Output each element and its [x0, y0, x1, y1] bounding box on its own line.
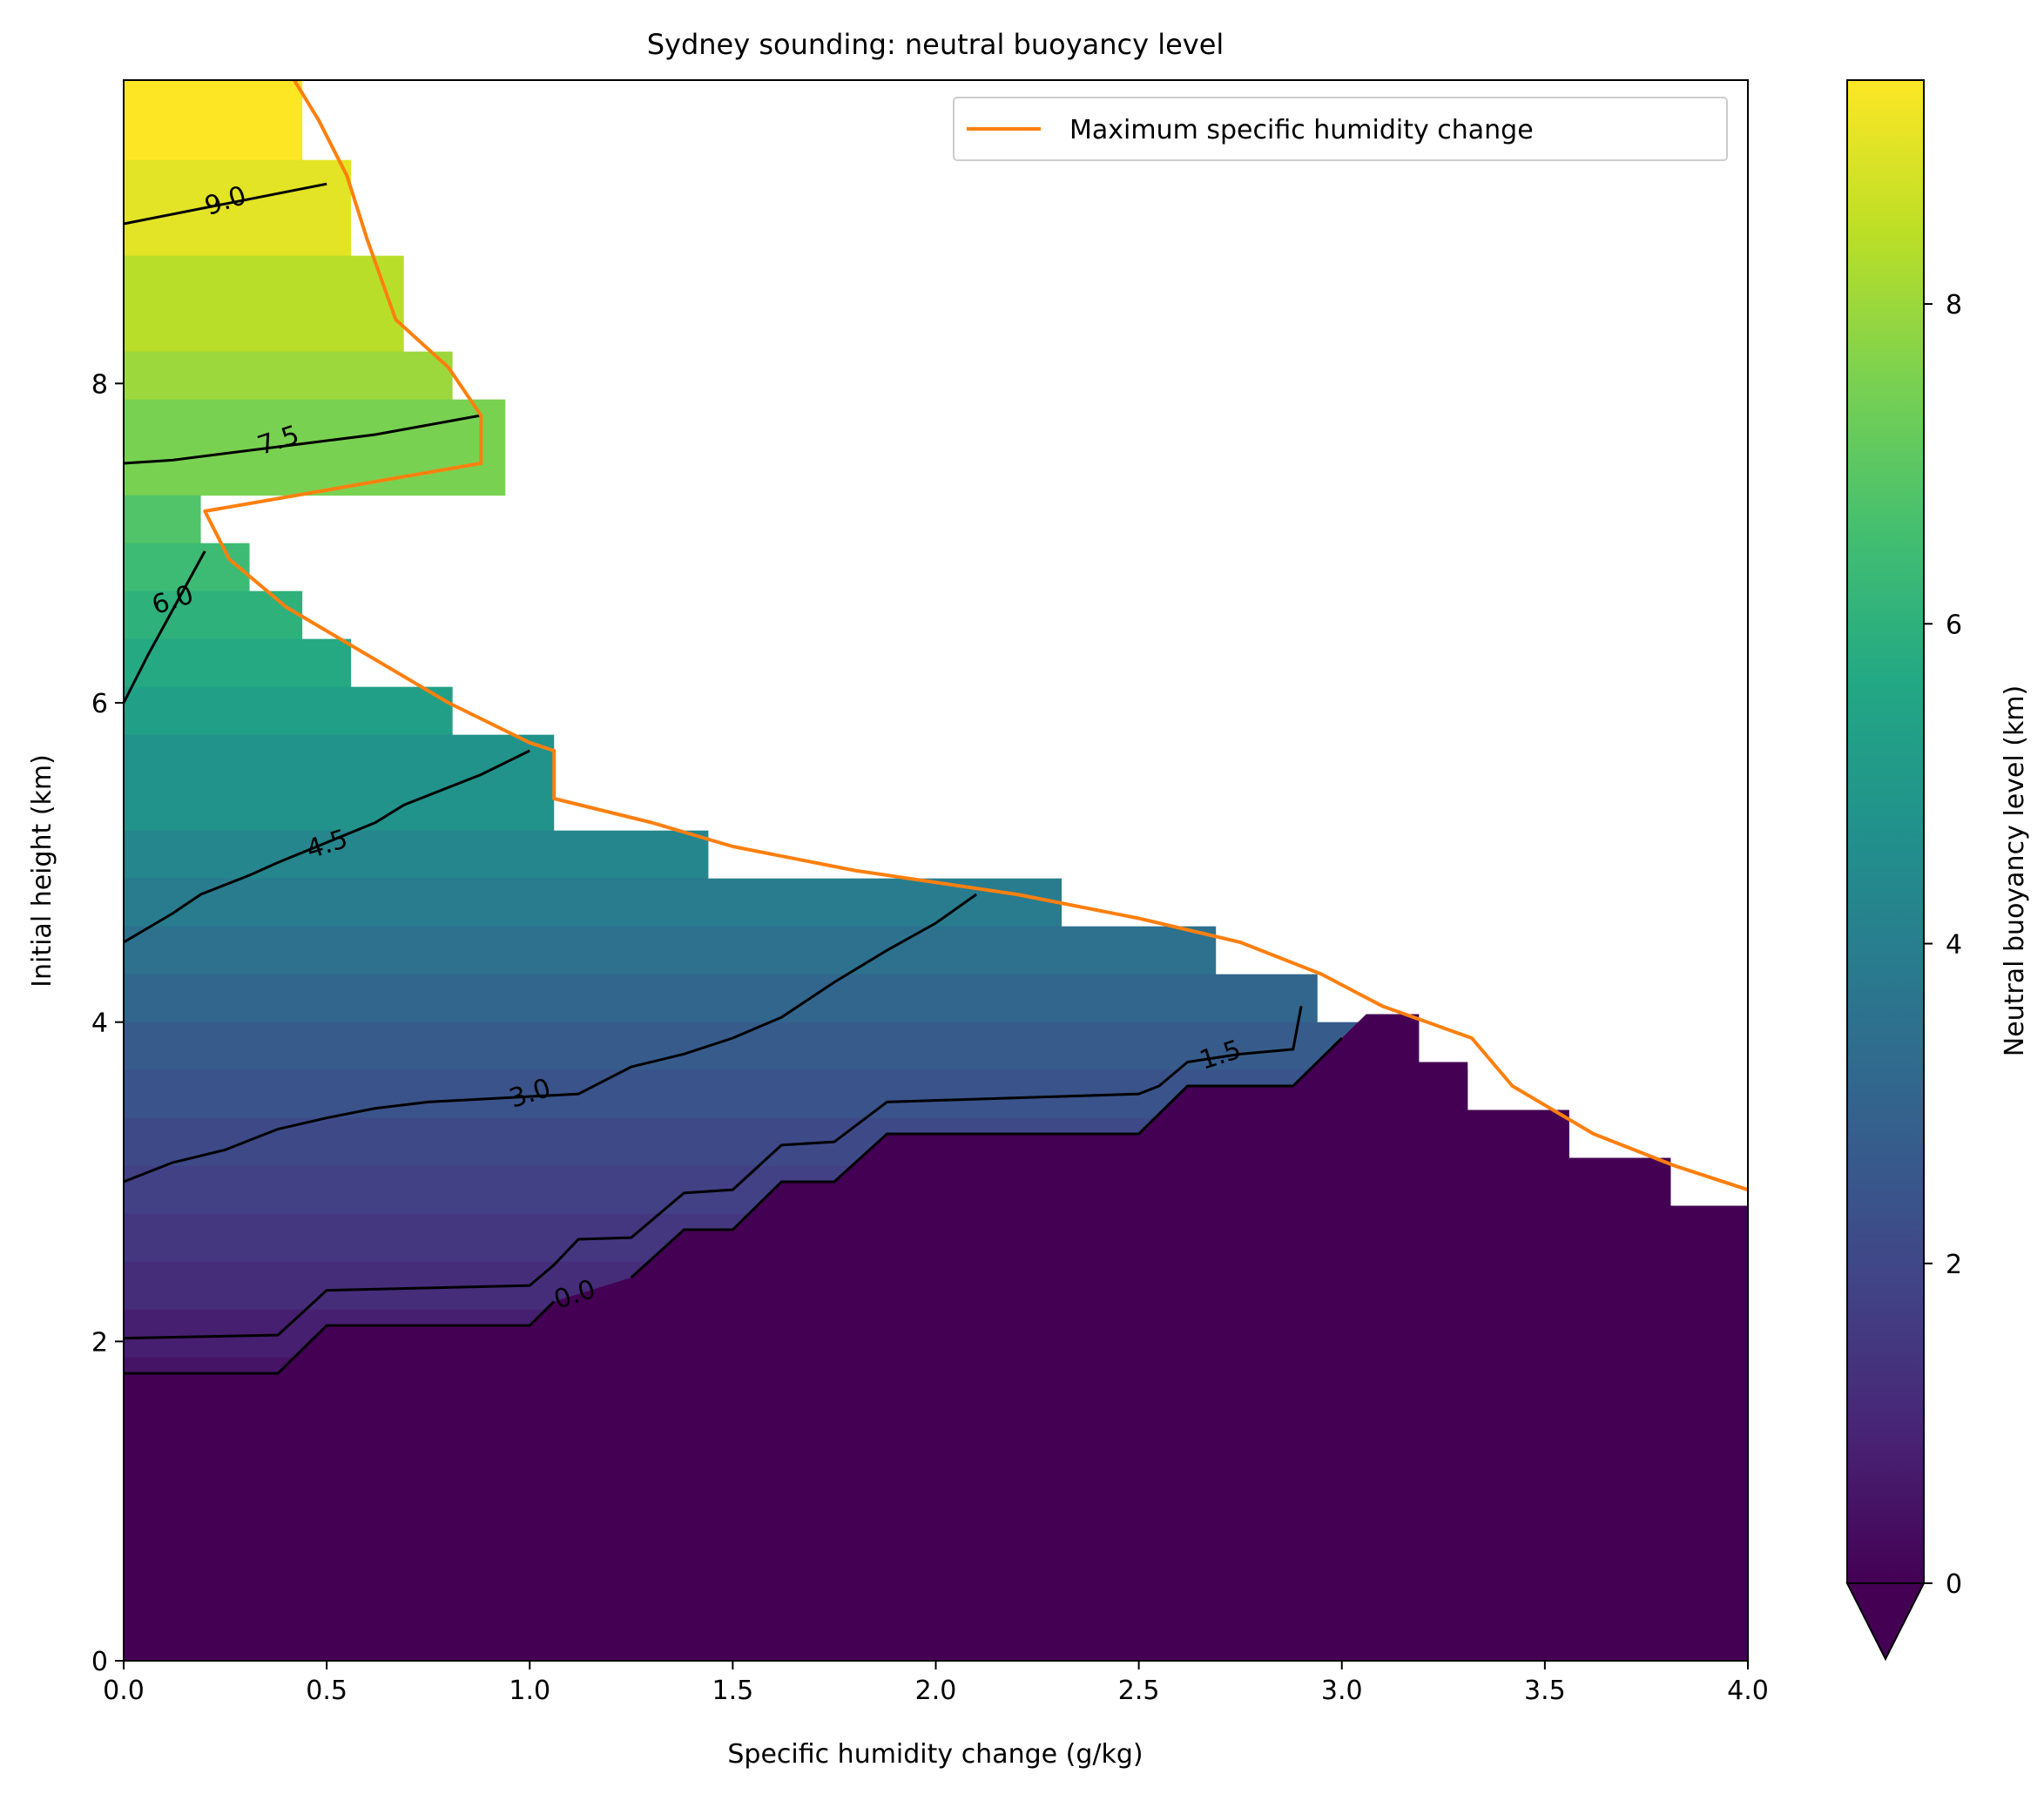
y-axis-label: Initial height (km) — [27, 754, 57, 988]
contour-line — [630, 1036, 1343, 1279]
colorbar-frame — [1846, 79, 1925, 1584]
contour-line — [124, 893, 977, 1184]
colorbar-tick-label: 8 — [1946, 290, 1962, 320]
colorbar-tick-label: 6 — [1946, 610, 1962, 640]
field-cell — [124, 878, 1062, 927]
contour-lines — [124, 182, 1343, 1375]
x-tick-label: 0.5 — [306, 1676, 347, 1706]
colorbar-tick-label: 2 — [1946, 1250, 1962, 1280]
field-zero-region — [124, 1014, 1748, 1661]
contour-line — [124, 1006, 1303, 1340]
colorbar-gradient — [1847, 80, 1924, 1583]
heatmap-field — [124, 80, 1748, 1661]
x-tick-label: 0.0 — [103, 1676, 145, 1706]
x-axis-ticks: 0.0 0.5 1.0 1.5 2.0 2.5 3.0 3.5 4.0 — [103, 1661, 1769, 1706]
series-line — [203, 80, 1748, 1192]
y-tick-label: 2 — [91, 1327, 108, 1358]
colorbar-tick-label: 4 — [1946, 930, 1962, 961]
x-tick-label: 1.0 — [509, 1676, 550, 1706]
field-cell — [124, 399, 506, 496]
x-tick-label: 2.5 — [1118, 1676, 1160, 1706]
field-cell — [124, 974, 1318, 1023]
chart-title: Sydney sounding: neutral buoyancy level — [647, 28, 1224, 61]
field-cell — [124, 495, 201, 544]
colorbar-tick-label: 0 — [1946, 1569, 1962, 1600]
y-tick-label: 6 — [91, 689, 108, 719]
colorbar-label: Neutral buoyancy level (km) — [2000, 685, 2030, 1057]
legend-box — [953, 97, 1728, 161]
contour-line — [124, 414, 482, 465]
field-cell — [124, 638, 352, 688]
x-tick-label: 2.0 — [915, 1676, 957, 1706]
field-cell — [124, 926, 1217, 975]
series-lines — [203, 80, 1748, 1192]
field-cell — [124, 590, 303, 640]
contour-line — [124, 1300, 556, 1375]
x-tick-label: 3.5 — [1524, 1676, 1566, 1706]
legend-label: Maximum specific humidity change — [1069, 115, 1534, 145]
field-cell — [124, 830, 709, 880]
field-cell — [124, 255, 404, 353]
x-tick-label: 4.0 — [1727, 1676, 1769, 1706]
x-tick-label: 3.0 — [1321, 1676, 1363, 1706]
y-axis-ticks: 0 2 4 6 8 — [91, 369, 124, 1677]
field-cell — [124, 734, 555, 832]
contour-line — [124, 550, 206, 704]
field-cell — [124, 1022, 1420, 1071]
x-tick-label: 1.5 — [712, 1676, 754, 1706]
field-cell — [124, 686, 453, 736]
colorbar-ticks: 0 2 4 6 8 — [1924, 290, 1962, 1600]
y-tick-label: 0 — [91, 1647, 108, 1677]
contour-line — [124, 182, 327, 226]
field-cell — [124, 80, 303, 161]
legend: Maximum specific humidity change — [953, 97, 1728, 161]
y-tick-label: 8 — [91, 369, 108, 400]
field-cell — [124, 159, 352, 257]
contour-line — [124, 749, 530, 944]
colorbar: 0 2 4 6 8 Neutral buoyancy level (km) — [1845, 79, 2030, 1662]
field-cell — [124, 351, 453, 401]
colorbar-extend-min — [1845, 1582, 1926, 1662]
x-axis-label: Specific humidity change (g/kg) — [727, 1739, 1143, 1770]
y-tick-label: 4 — [91, 1008, 108, 1039]
